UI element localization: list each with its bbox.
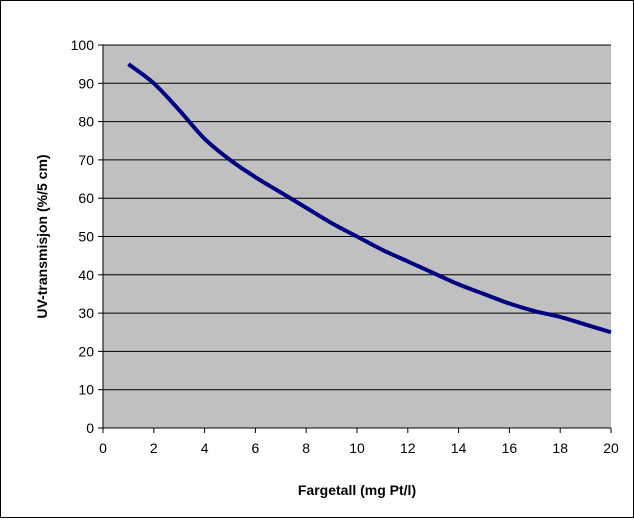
series-layer — [127, 62, 612, 335]
y-tick-label: 50 — [78, 229, 94, 245]
x-tick-label: 16 — [502, 440, 518, 456]
y-tick-label: 10 — [78, 382, 94, 398]
y-tick-label: 40 — [78, 267, 94, 283]
x-tick-label: 18 — [552, 440, 568, 456]
x-tick-label: 8 — [302, 440, 310, 456]
x-axis-title: Fargetall (mg Pt/l) — [298, 482, 416, 498]
series-line — [127, 62, 612, 335]
x-tick-label: 2 — [150, 440, 158, 456]
x-tick-label: 14 — [451, 440, 467, 456]
y-tick-label: 0 — [86, 420, 94, 436]
x-tick-label: 0 — [99, 440, 107, 456]
x-tick-label: 12 — [400, 440, 416, 456]
y-tick-label: 90 — [78, 75, 94, 91]
x-tick-label: 6 — [252, 440, 260, 456]
y-tick-label: 80 — [78, 114, 94, 130]
y-tick-label: 60 — [78, 190, 94, 206]
x-tick-label: 4 — [201, 440, 209, 456]
x-tick-label: 20 — [603, 440, 619, 456]
y-tick-label: 30 — [78, 305, 94, 321]
y-axis-title: UV-transmisjon (%/5 cm) — [34, 154, 50, 318]
x-axis-ticks: 0 2 4 6 8 10 12 14 16 18 20 — [99, 428, 619, 456]
y-axis-ticks: 0 10 20 30 40 50 60 70 80 90 100 — [71, 37, 103, 436]
y-tick-label: 20 — [78, 343, 94, 359]
x-tick-label: 10 — [349, 440, 365, 456]
y-tick-label: 70 — [78, 152, 94, 168]
y-tick-label: 100 — [71, 37, 95, 53]
